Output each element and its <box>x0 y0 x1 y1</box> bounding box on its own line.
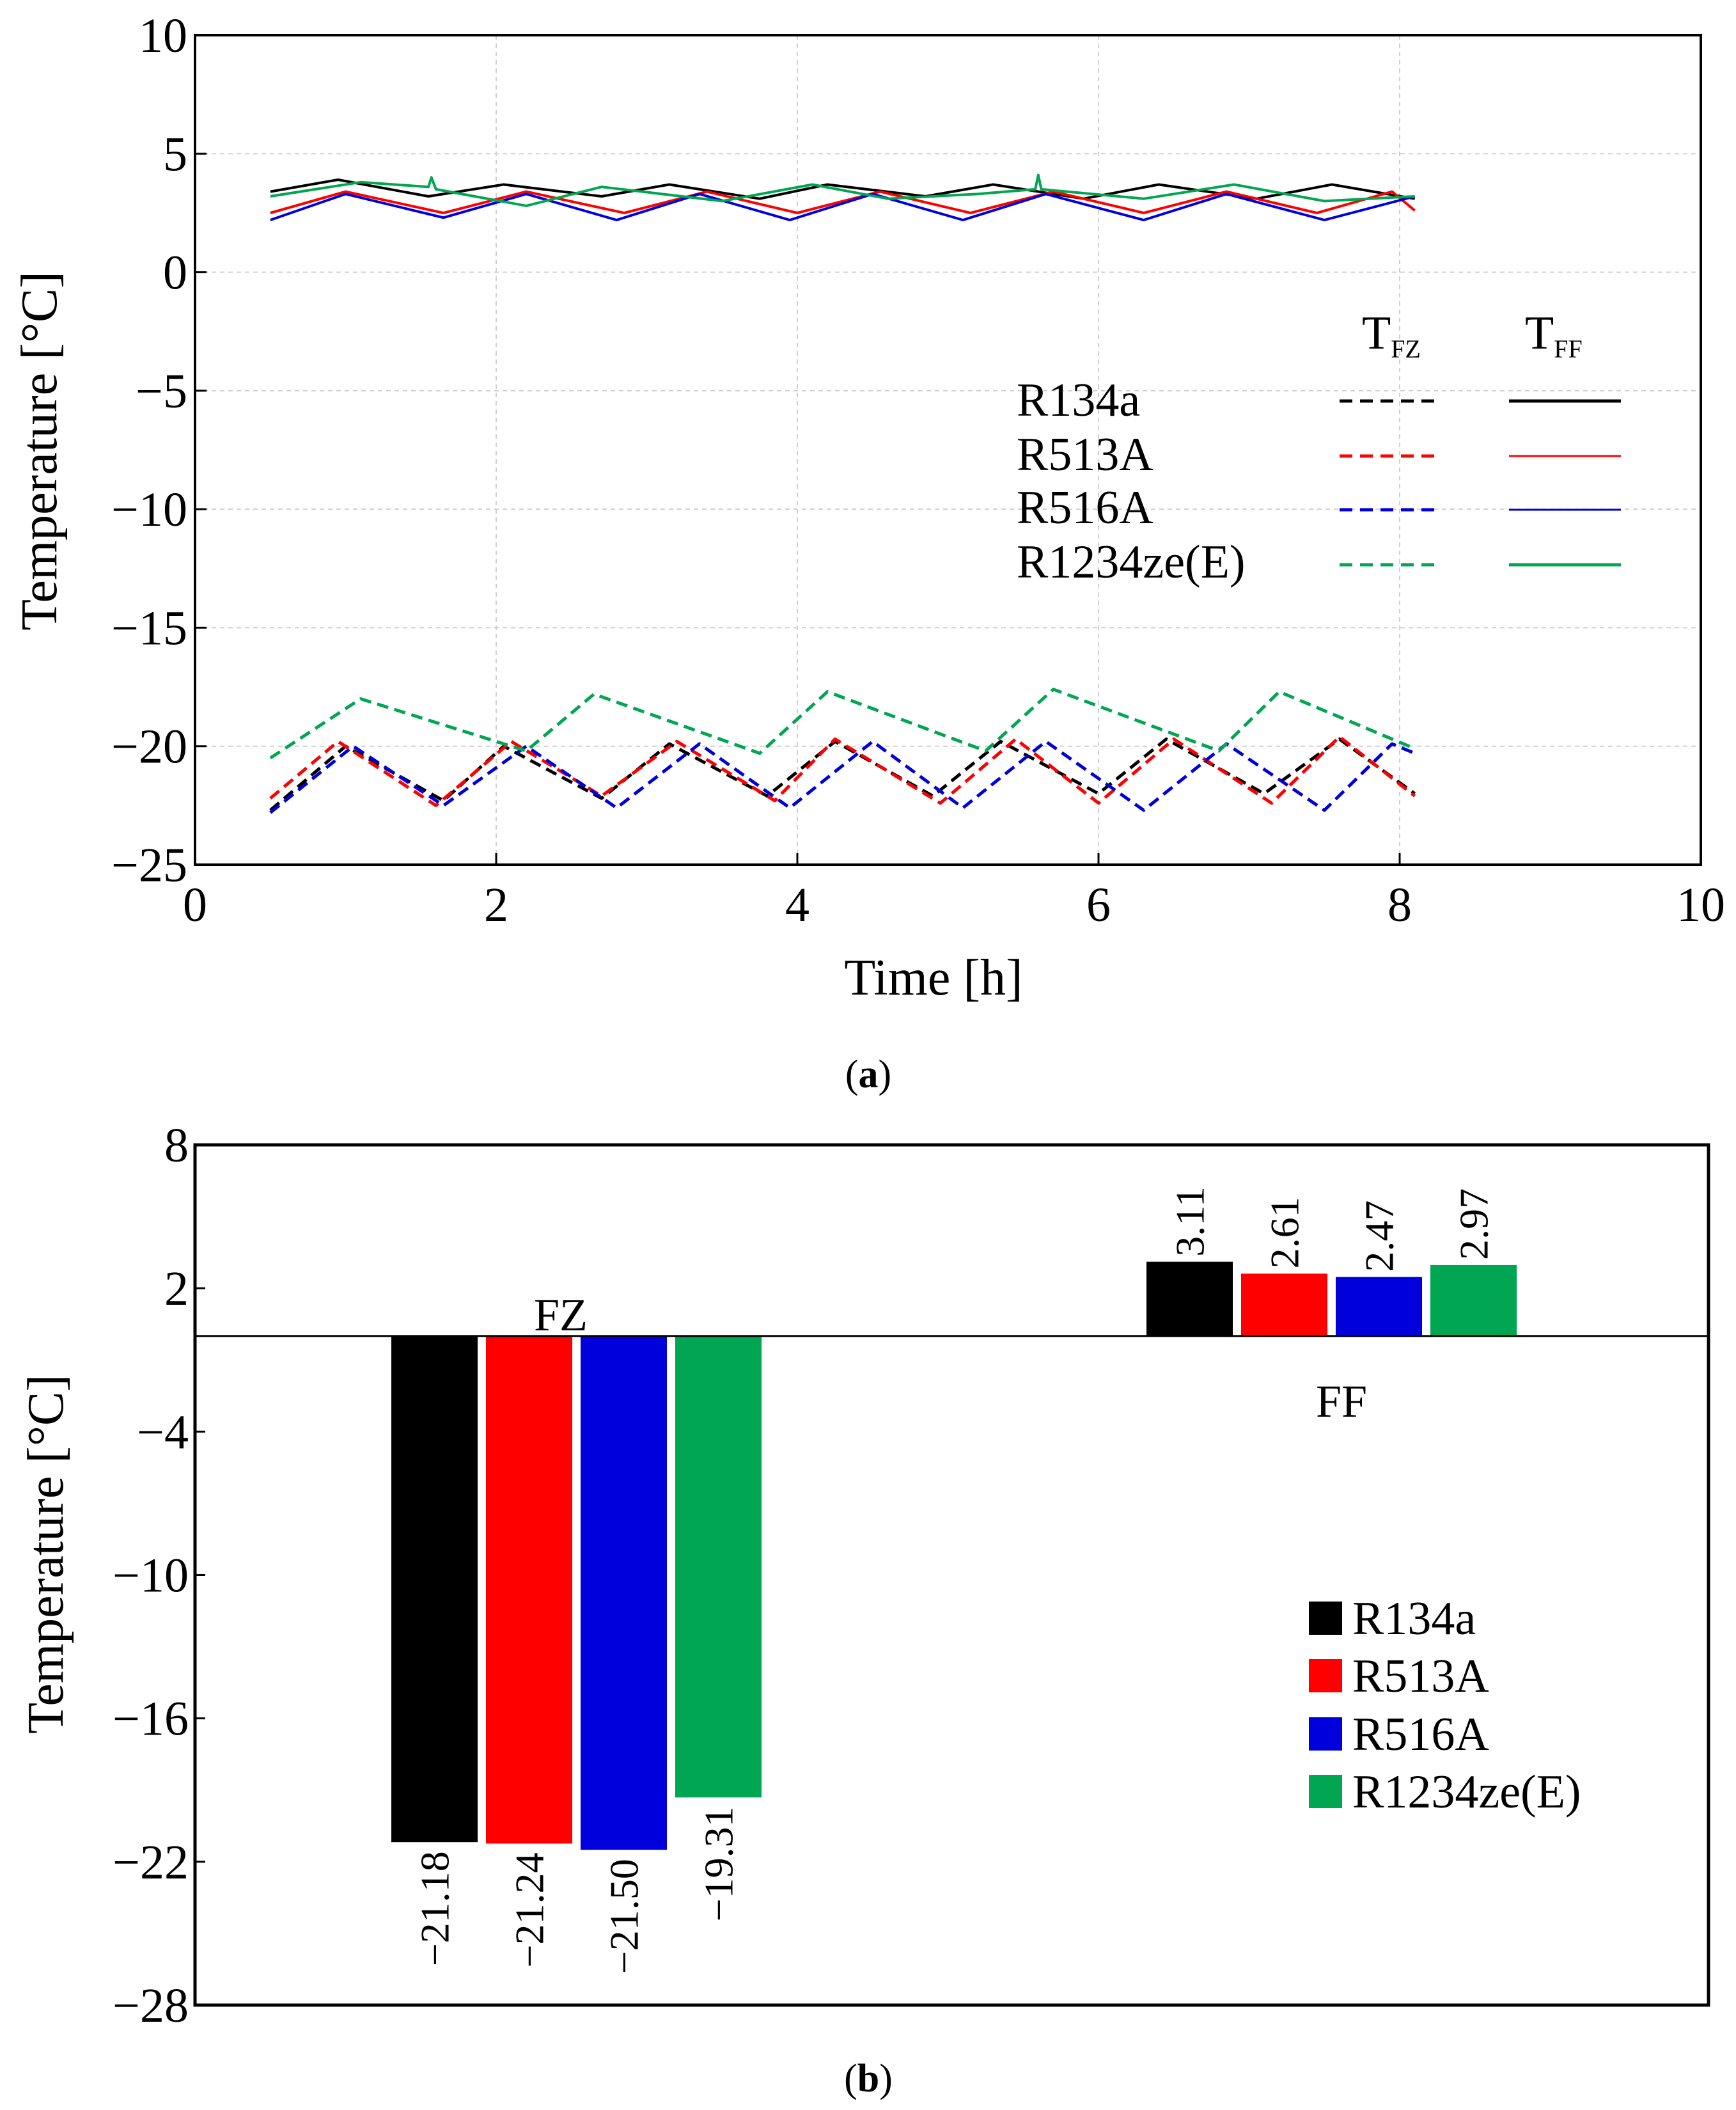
y-tick-label: −20 <box>111 720 187 774</box>
bar-fz-r1234ze-e <box>675 1335 762 1798</box>
legend-swatch-r516a <box>1309 1717 1342 1751</box>
legend-label-r134a: R134a <box>1352 1593 1476 1645</box>
axis-ticks: 0 2 4 6 8 10 10 5 0 −5 −10 −15 −20 −25 <box>111 9 1725 932</box>
line-chart-panel-a: 0 2 4 6 8 10 10 5 0 −5 −10 −15 −20 −25 Time [h] Tempe… <box>12 9 1725 1096</box>
panel-label-a: (a) <box>845 1053 891 1096</box>
line-series-group <box>269 173 1416 814</box>
bar-value-label-fz-r513a: −21.24 <box>507 1852 552 1967</box>
legend-header-tff-main: T <box>1525 307 1554 359</box>
legend-header-tff: TFF <box>1525 307 1583 363</box>
panel-label-a-letter: a <box>859 1053 879 1096</box>
legend-swatch-r134a <box>1309 1602 1342 1635</box>
series-line-r1234ze-e-ff <box>270 173 1415 207</box>
legend-header-tff-sub: FF <box>1554 335 1583 363</box>
bar-value-label-fz-r516a: −21.50 <box>602 1859 647 1974</box>
y-tick-label: 0 <box>163 246 187 300</box>
x-tick-label: 6 <box>1086 878 1111 932</box>
legend-header-tfz-main: T <box>1362 307 1391 359</box>
y-tick-label: 8 <box>164 1119 189 1172</box>
bar-fz-r516a <box>581 1335 667 1850</box>
y-tick-label: −5 <box>136 365 187 418</box>
legend-header-tfz: TFZ <box>1362 307 1421 363</box>
y-tick-label: −10 <box>111 483 187 537</box>
x-axis-title: Time [h] <box>844 950 1022 1006</box>
bar-value-label-ff-r513a: 2.61 <box>1262 1197 1308 1268</box>
legend-label-r513a: R513A <box>1017 429 1153 481</box>
bar-chart-panel-b: −21.18 −21.24 −21.50 −19.31 3.11 2.61 2.47 2.97… <box>18 1119 1710 2100</box>
plot-frame <box>194 34 1702 866</box>
y-tick-label: −15 <box>111 601 187 655</box>
bar-value-label-ff-r134a: 3.11 <box>1168 1186 1213 1257</box>
legend-label-r134a: R134a <box>1017 374 1140 427</box>
y-tick-label: 10 <box>139 9 187 63</box>
bar-ff-r516a <box>1336 1277 1422 1336</box>
bar-ff-r513a <box>1241 1273 1327 1336</box>
x-tick-label: 4 <box>785 878 809 932</box>
x-tick-label: 10 <box>1677 878 1725 932</box>
legend-swatch-r513a <box>1309 1659 1342 1692</box>
y-tick-label: −25 <box>111 838 187 892</box>
series-line-r516a-fz <box>269 739 1416 814</box>
legend-swatch-r1234ze <box>1309 1775 1342 1808</box>
bar-fz-r134a <box>391 1335 478 1843</box>
panel-label-b: (b) <box>844 2057 893 2100</box>
y-axis-title: Temperature [°C] <box>18 1374 74 1734</box>
series-line-r513a-fz <box>269 735 1416 807</box>
legend-label-r513a: R513A <box>1352 1650 1489 1703</box>
y-tick-label: −22 <box>113 1836 189 1889</box>
y-tick-label: −16 <box>113 1692 189 1746</box>
y-tick-label: −28 <box>113 1979 189 2033</box>
legend-header-tfz-sub: FZ <box>1391 335 1421 363</box>
bar-value-label-fz-r134a: −21.18 <box>412 1851 458 1966</box>
y-tick-label: −4 <box>137 1405 189 1459</box>
axis-ticks: 8 2 −4 −10 −16 −22 −28 <box>113 1119 205 2033</box>
y-tick-label: 5 <box>163 127 187 181</box>
bar-value-label-ff-r1234ze-e: 2.97 <box>1451 1188 1497 1260</box>
bar-value-label-fz-r1234ze-e: −19.31 <box>696 1806 742 1921</box>
bar-fz-r513a <box>486 1335 572 1844</box>
group-label-ff: FF <box>1316 1376 1367 1427</box>
plot-frame <box>193 1143 1710 2007</box>
series-line-r516a-ff <box>270 193 1416 221</box>
legend: TFZ TFF R134a R513A R516A R1234ze(E) <box>1017 307 1621 588</box>
y-tick-label: −10 <box>113 1549 189 1603</box>
legend: R134a R513A R516A R1234ze(E) <box>1309 1593 1581 1818</box>
legend-label-r516a: R516A <box>1352 1708 1489 1761</box>
bar-ff-r1234ze-e <box>1430 1264 1517 1336</box>
group-label-fz: FZ <box>534 1289 588 1341</box>
series-line-r134a-fz <box>269 737 1416 812</box>
y-axis-title: Temperature [°C] <box>12 271 68 631</box>
x-tick-label: 2 <box>484 878 508 932</box>
x-tick-label: 0 <box>183 878 207 932</box>
gridlines <box>195 35 1701 865</box>
panel-label-b-letter: b <box>857 2057 879 2100</box>
legend-label-r1234ze: R1234ze(E) <box>1017 536 1246 588</box>
bar-ff-r134a <box>1146 1261 1233 1336</box>
legend-label-r516a: R516A <box>1017 482 1153 534</box>
series-line-r513a-ff <box>270 190 1416 214</box>
series-line-r1234ze-e-fz <box>269 688 1416 760</box>
legend-label-r1234ze: R1234ze(E) <box>1352 1766 1581 1818</box>
bar-value-label-ff-r516a: 2.47 <box>1357 1201 1402 1272</box>
bar-group: −21.18 −21.24 −21.50 −19.31 3.11 2.61 2.47 2.97 <box>391 1186 1517 1974</box>
y-tick-label: 2 <box>164 1262 189 1316</box>
x-tick-label: 8 <box>1388 878 1412 932</box>
